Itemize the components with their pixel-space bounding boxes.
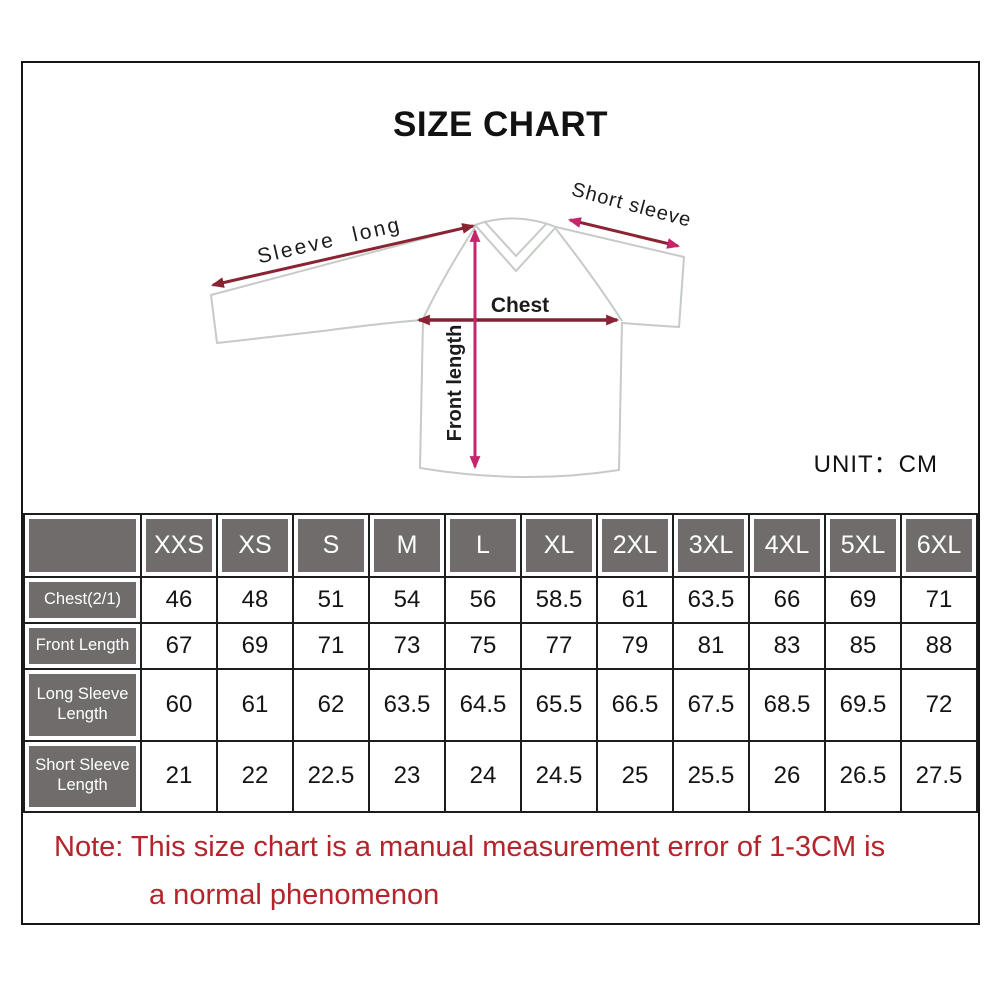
size-cell: 73 (368, 622, 446, 671)
size-cell: 46 (140, 575, 218, 625)
size-header: 2XL (596, 513, 674, 578)
row-label: Short Sleeve Length (23, 739, 142, 814)
row-label: Front Length (23, 622, 142, 671)
size-header: 3XL (672, 513, 750, 578)
size-header: L (444, 513, 522, 578)
size-cell: 71 (292, 622, 370, 671)
size-cell: 48 (216, 575, 294, 625)
size-chart-frame: SIZE CHART (21, 61, 980, 925)
row-label: Chest(2/1) (23, 575, 142, 625)
size-header: XS (216, 513, 294, 578)
note: Note: This size chart is a manual measur… (23, 813, 978, 923)
size-cell: 26 (748, 739, 826, 814)
size-cell: 69 (824, 575, 902, 625)
size-cell: 65.5 (520, 668, 598, 742)
size-cell: 21 (140, 739, 218, 814)
size-cell: 58.5 (520, 575, 598, 625)
size-cell: 24 (444, 739, 522, 814)
size-header: 5XL (824, 513, 902, 578)
size-cell: 85 (824, 622, 902, 671)
size-cell: 67 (140, 622, 218, 671)
size-cell: 24.5 (520, 739, 598, 814)
table-row-front-length: Front Length 67 69 71 73 75 77 79 81 83 … (23, 622, 978, 671)
size-cell: 25.5 (672, 739, 750, 814)
size-header: 4XL (748, 513, 826, 578)
size-table: XXS XS S M L XL 2XL 3XL 4XL 5XL 6XL Ches… (23, 513, 978, 814)
table-row-short-sleeve: Short Sleeve Length 21 22 22.5 23 24 24.… (23, 739, 978, 814)
note-line-1: Note: This size chart is a manual measur… (54, 831, 886, 863)
size-cell: 75 (444, 622, 522, 671)
size-cell: 22.5 (292, 739, 370, 814)
size-cell: 69 (216, 622, 294, 671)
size-cell: 71 (900, 575, 978, 625)
size-cell: 79 (596, 622, 674, 671)
front-length-label: Front length (444, 325, 466, 442)
size-header: M (368, 513, 446, 578)
size-cell: 22 (216, 739, 294, 814)
size-header: XL (520, 513, 598, 578)
size-cell: 62 (292, 668, 370, 742)
short-sleeve-arrow (567, 217, 681, 249)
size-cell: 66 (748, 575, 826, 625)
size-cell: 60 (140, 668, 218, 742)
shirt-measurement-diagram: Sleeve long Short sleeve Chest Front len… (23, 155, 978, 513)
chest-label: Chest (491, 294, 549, 317)
sleeve-long-label: Sleeve long (255, 213, 404, 269)
size-cell: 27.5 (900, 739, 978, 814)
table-row-long-sleeve: Long Sleeve Length 60 61 62 63.5 64.5 65… (23, 668, 978, 742)
size-cell: 77 (520, 622, 598, 671)
size-cell: 63.5 (672, 575, 750, 625)
size-cell: 26.5 (824, 739, 902, 814)
table-header-row: XXS XS S M L XL 2XL 3XL 4XL 5XL 6XL (23, 513, 978, 578)
size-cell: 56 (444, 575, 522, 625)
size-header: 6XL (900, 513, 978, 578)
size-cell: 69.5 (824, 668, 902, 742)
size-cell: 67.5 (672, 668, 750, 742)
unit-label: UNIT：CM (813, 451, 938, 478)
size-cell: 72 (900, 668, 978, 742)
size-cell: 68.5 (748, 668, 826, 742)
size-cell: 51 (292, 575, 370, 625)
size-cell: 54 (368, 575, 446, 625)
table-row-chest: Chest(2/1) 46 48 51 54 56 58.5 61 63.5 6… (23, 575, 978, 625)
size-cell: 83 (748, 622, 826, 671)
size-header: S (292, 513, 370, 578)
size-cell: 25 (596, 739, 674, 814)
size-cell: 88 (900, 622, 978, 671)
sleeve-long-arrow (210, 223, 476, 288)
size-cell: 63.5 (368, 668, 446, 742)
size-cell: 23 (368, 739, 446, 814)
size-cell: 66.5 (596, 668, 674, 742)
size-cell: 64.5 (444, 668, 522, 742)
row-label: Long Sleeve Length (23, 668, 142, 742)
size-cell: 61 (596, 575, 674, 625)
size-cell: 61 (216, 668, 294, 742)
note-line-2: a normal phenomenon (149, 879, 440, 911)
page-title: SIZE CHART (393, 105, 608, 144)
corner-cell (23, 513, 142, 578)
size-header: XXS (140, 513, 218, 578)
size-cell: 81 (672, 622, 750, 671)
shirt-diagram-svg: Sleeve long Short sleeve Chest Front len… (210, 179, 694, 479)
